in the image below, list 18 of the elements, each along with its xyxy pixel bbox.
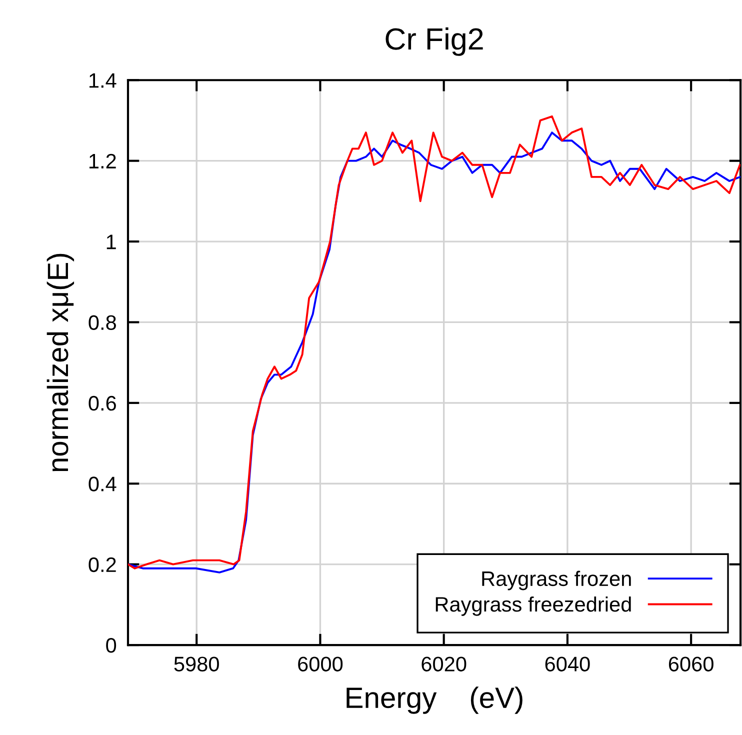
y-tick-label: 1.2 [90, 154, 116, 168]
y-axis-title: normalized xμ(E) [46, 254, 74, 472]
x-tick-label: 6020 [422, 656, 466, 672]
legend-label: Raygrass frozen [482, 570, 631, 590]
y-tick-label: 0.2 [88, 557, 116, 572]
x-tick-label: 6000 [298, 656, 343, 672]
x-axis-title: Energy (eV) [346, 686, 522, 714]
y-tick-label: 1 [106, 234, 116, 250]
x-tick-label: 6060 [668, 656, 714, 672]
x-tick-label: 6040 [545, 656, 590, 672]
y-tick-label: 0 [106, 638, 116, 653]
y-tick-label: 0.8 [88, 315, 116, 330]
x-tick-label: 5980 [174, 656, 219, 672]
y-tick-label: 1.4 [90, 73, 116, 88]
chart-title: Cr Fig2 [386, 27, 483, 56]
y-tick-label: 0.4 [88, 476, 116, 492]
y-tick-label: 0.6 [88, 396, 116, 411]
legend-label: Raygrass freezedried [436, 596, 631, 616]
